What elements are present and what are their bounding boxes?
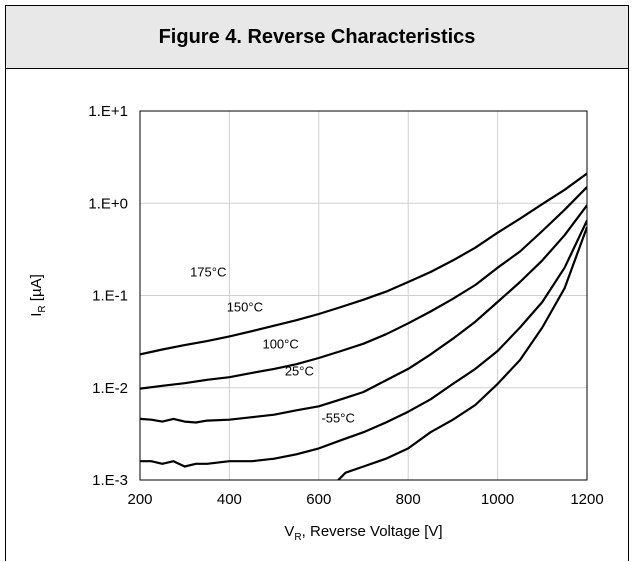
plot-area-border xyxy=(139,110,588,481)
series-label: 25°C xyxy=(285,363,314,378)
series-line xyxy=(317,226,587,480)
x-axis-label: VR, Reverse Voltage [V] xyxy=(284,523,442,543)
y-tick-label: 1.E+0 xyxy=(88,195,128,212)
y-tick-label: 1.E+1 xyxy=(88,103,128,120)
series-line xyxy=(140,220,587,468)
x-tick-label: 1200 xyxy=(570,491,603,508)
series-label: 150°C xyxy=(227,300,263,315)
series-line xyxy=(140,204,587,424)
y-axis-label: IR [µA] xyxy=(28,274,48,317)
y-tick-label: 1.E-1 xyxy=(92,288,128,305)
figure-frame: Figure 4. Reverse Characteristics xyxy=(5,5,629,561)
figure-title: Figure 4. Reverse Characteristics xyxy=(158,25,476,48)
series-label: 100°C xyxy=(262,337,298,352)
series-label: 175°C xyxy=(190,265,226,280)
series-label: -55°C xyxy=(321,411,354,426)
series-layer xyxy=(140,172,587,480)
x-tick-label: 800 xyxy=(396,491,421,508)
x-tick-label: 200 xyxy=(127,491,152,508)
tick-label-layer: 200 400 600 800 1000 1200 1.E-3 1.E-2 1.E-1 1.E+0… xyxy=(88,103,603,508)
figure-header: Figure 4. Reverse Characteristics xyxy=(6,6,628,69)
x-tick-label: 400 xyxy=(217,491,242,508)
grid-layer xyxy=(139,110,588,481)
series-line xyxy=(140,172,587,356)
x-tick-label: 1000 xyxy=(481,491,514,508)
series-line xyxy=(140,186,587,390)
y-tick-label: 1.E-3 xyxy=(92,472,128,489)
y-tick-label: 1.E-2 xyxy=(92,380,128,397)
x-tick-label: 600 xyxy=(306,491,331,508)
chart: 200 400 600 800 1000 1200 1.E-3 1.E-2 1.E-1 1.E+0… xyxy=(28,103,604,543)
